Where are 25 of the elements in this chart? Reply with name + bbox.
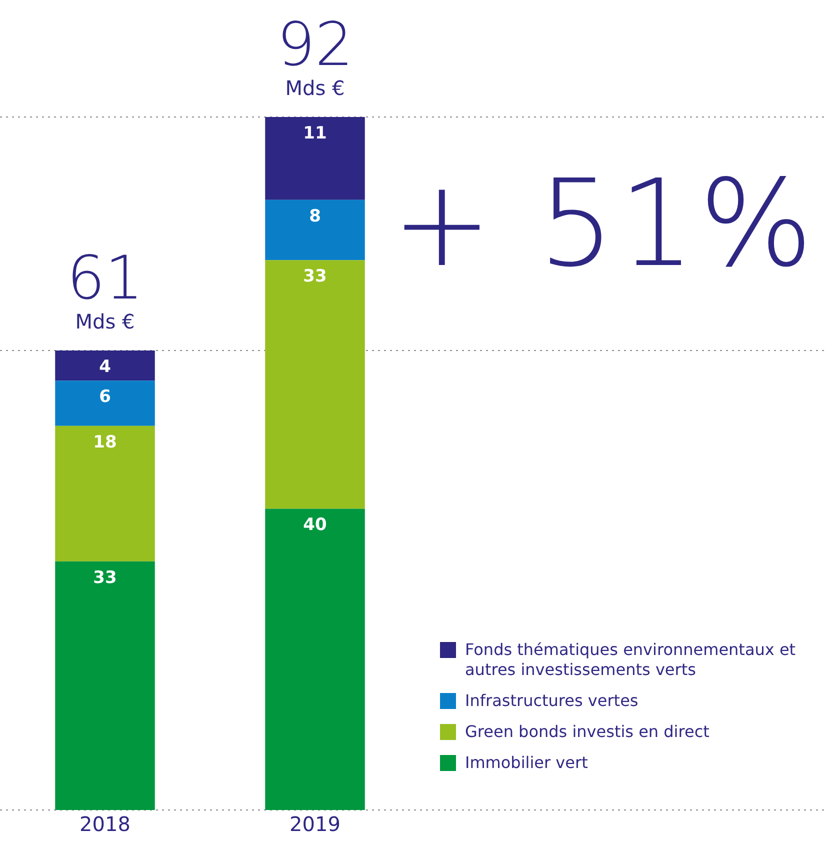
bar <box>55 426 155 562</box>
total-label: 92 Mds € <box>276 10 354 100</box>
total-label: 61 Mds € <box>66 244 144 334</box>
bar <box>265 117 365 200</box>
bar <box>55 380 155 426</box>
data-label: 11 <box>303 123 327 144</box>
legend-label: Immobilier vert <box>465 753 588 773</box>
data-label: 33 <box>303 266 327 287</box>
annotation: + 51% <box>392 155 817 294</box>
bar <box>55 561 155 810</box>
data-label: 8 <box>309 206 321 226</box>
legend-label: Infrastructures vertes <box>465 691 638 711</box>
data-label: 33 <box>93 568 117 588</box>
bar <box>265 200 365 260</box>
bar <box>55 350 155 381</box>
bar <box>265 260 365 509</box>
legend-label: Green bonds investis en direct <box>465 722 710 742</box>
data-label: 4 <box>99 356 112 377</box>
data-label: 40 <box>303 515 327 536</box>
data-label: 18 <box>93 432 117 452</box>
data-label: 6 <box>99 387 111 408</box>
legend-label: Fonds thématiques environnementaux et autres investissements verts <box>465 640 797 680</box>
x-tick-label: 2018 <box>80 812 130 836</box>
x-tick-label: 2019 <box>290 812 340 836</box>
bar <box>265 508 365 810</box>
